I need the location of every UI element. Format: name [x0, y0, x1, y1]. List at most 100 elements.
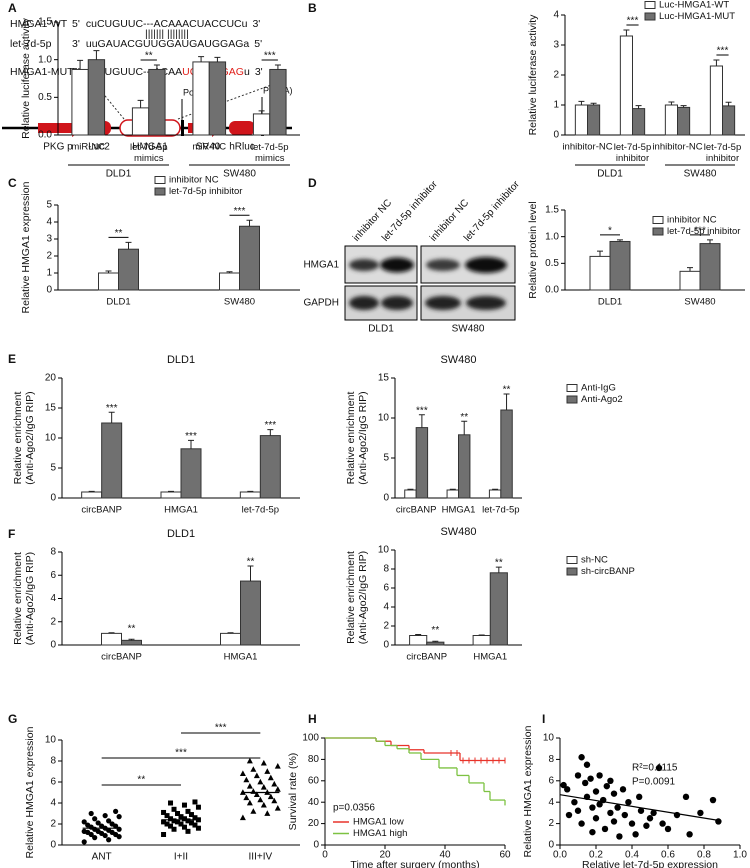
end: 3' — [255, 66, 263, 78]
x-tick-label: III+IV — [249, 852, 273, 863]
point — [168, 823, 174, 829]
y-axis-label: Relative enrichment — [12, 552, 24, 645]
blot-row-label: HMGA1 — [303, 260, 339, 271]
y-tick-label: 80 — [308, 754, 320, 765]
point — [109, 821, 115, 827]
significance: ** — [247, 557, 255, 568]
bar — [488, 489, 502, 499]
y-tick-label: 4 — [46, 217, 52, 228]
x-tick-label: 60 — [499, 850, 511, 861]
error-bar — [227, 632, 234, 634]
point — [185, 808, 191, 814]
error-bar — [503, 393, 510, 410]
point — [621, 811, 628, 819]
point — [614, 804, 621, 811]
point — [106, 818, 112, 824]
significance: ** — [503, 385, 511, 396]
legend-swatch — [566, 567, 578, 576]
x-tick-label: SW480 — [684, 297, 715, 308]
label-line: let-7d-5p — [251, 142, 289, 153]
y-tick-label: 1 — [46, 268, 52, 279]
bar — [131, 107, 150, 136]
x-tick-label: miR-NC — [192, 142, 226, 153]
y-tick-label: 2 — [50, 616, 56, 627]
construct-label: PKG p — [43, 142, 73, 153]
point — [274, 805, 281, 811]
x-tick-label: HMGA1 — [442, 505, 476, 516]
y-axis-label: Relative HMGA1 expression — [24, 726, 36, 858]
seq: cuCUGUUC---ACAAACUACCUCu — [86, 18, 248, 30]
x-tick-label: let-7d-5p — [482, 505, 520, 516]
panel-label: C — [8, 176, 17, 190]
sequence: 5' cuCUGUUC---ACAAACUACCUCu 3' — [72, 18, 260, 30]
point — [603, 782, 610, 790]
y-tick-label: 8 — [50, 547, 56, 558]
y-axis-label: Relative protein level — [527, 201, 539, 298]
error-bar — [247, 490, 254, 492]
y-tick-label: 3 — [46, 234, 52, 245]
error-bar — [246, 219, 253, 227]
point — [267, 774, 274, 781]
y-axis-label: (Anti-Ago2/IgG RIP) — [24, 391, 36, 484]
point — [578, 754, 585, 761]
band — [425, 296, 461, 310]
point — [574, 807, 582, 814]
point — [625, 799, 632, 806]
band — [465, 257, 507, 273]
legend-label: let-7d-5p inhibitor — [169, 186, 242, 197]
error-bar — [578, 100, 585, 105]
point — [274, 763, 281, 769]
blot-cell-label: DLD1 — [368, 324, 394, 335]
significance: ** — [137, 775, 145, 786]
y-tick-label: 6 — [50, 777, 56, 788]
band — [349, 296, 379, 310]
point — [88, 810, 94, 817]
point — [592, 815, 600, 822]
point — [589, 804, 596, 811]
point — [250, 808, 257, 814]
point — [709, 796, 717, 804]
y-axis-label: Relative enrichment — [345, 551, 357, 644]
point — [178, 814, 184, 820]
y-axis-label: (Anti-Ago2/IgG RIP) — [24, 552, 36, 645]
bar — [81, 491, 103, 499]
sequence: 3' uuGAUACGUUGGAUGAUGGAGa 5' — [72, 38, 262, 50]
band — [466, 296, 506, 310]
point — [185, 828, 191, 834]
point — [646, 815, 654, 822]
group-label: DLD1 — [106, 169, 132, 180]
point — [582, 779, 589, 787]
bar — [101, 422, 123, 499]
chart-title: SW480 — [440, 526, 476, 538]
y-tick-label: 2 — [383, 621, 389, 632]
point — [571, 799, 578, 806]
x-tick-label: let-7d-5p mimics — [130, 142, 168, 164]
bar — [472, 635, 491, 646]
point — [274, 786, 281, 792]
point — [195, 825, 201, 831]
y-tick-label: 0 — [46, 285, 52, 296]
point — [632, 831, 639, 838]
end: 3' — [252, 18, 260, 30]
legend-label: Luc-HMGA1-WT — [659, 0, 729, 11]
y-tick-label: 2 — [548, 818, 554, 829]
error-bar — [635, 105, 642, 109]
group-label: SW480 — [223, 169, 256, 180]
bar — [239, 225, 260, 291]
bar — [489, 572, 508, 646]
y-tick-label: 20 — [45, 373, 57, 384]
point — [102, 813, 108, 819]
x-tick-label: DLD1 — [106, 297, 130, 308]
x-tick-label: 40 — [439, 850, 451, 861]
y-axis-label: Relative enrichment — [12, 392, 24, 485]
y-tick-label: 20 — [308, 818, 320, 829]
legend-swatch — [154, 187, 166, 196]
y-axis-label: Relative enrichment — [345, 392, 357, 485]
bar — [220, 632, 241, 646]
point — [164, 821, 170, 827]
error-bar — [461, 420, 468, 435]
annotation: P=0.0091 — [632, 777, 676, 788]
x-tick-label: HMGA1 — [224, 652, 258, 663]
legend-label: let-7d-5p inhibitor — [667, 226, 740, 237]
error-bar — [93, 50, 100, 60]
